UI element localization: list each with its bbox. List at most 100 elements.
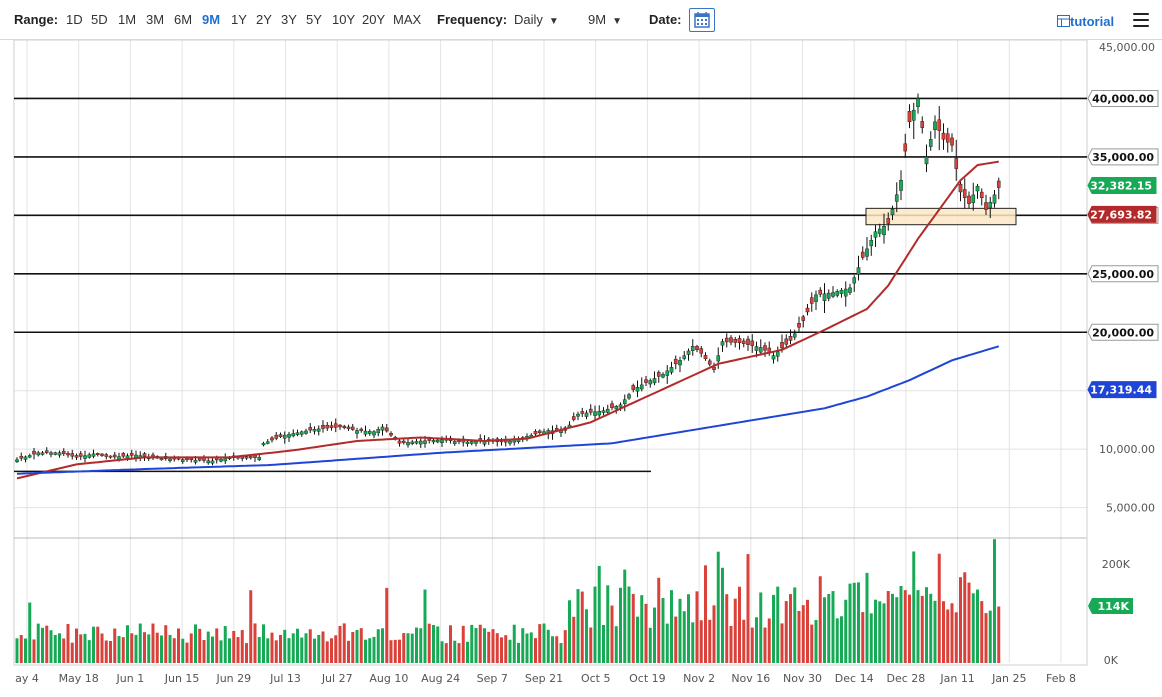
candle-body — [291, 433, 296, 437]
candle-body — [822, 293, 827, 301]
period-dropdown[interactable]: 9M ▼ — [588, 11, 622, 31]
candle-body — [950, 137, 954, 146]
volume-bar — [283, 629, 287, 663]
volume-bar — [32, 639, 36, 663]
volume-bar — [228, 638, 231, 663]
candle-body — [70, 453, 75, 457]
volume-bar — [470, 624, 474, 663]
candle-body — [869, 240, 874, 247]
volume-bar — [376, 629, 380, 663]
range-2y[interactable]: 2Y — [256, 12, 272, 27]
volume-bar — [627, 586, 631, 663]
tutorial-link[interactable]: tutorial — [1057, 14, 1114, 29]
period-value: 9M — [588, 12, 607, 27]
volume-bar — [45, 625, 49, 663]
candle-body — [57, 452, 62, 456]
chevron-down-icon: ▼ — [612, 16, 622, 27]
volume-bar — [495, 633, 499, 663]
volume-bar — [899, 586, 903, 663]
candle-body — [329, 425, 334, 428]
candle-body — [614, 406, 619, 410]
candle-body — [350, 426, 355, 430]
range-9m[interactable]: 9M — [202, 12, 221, 27]
candle-body — [359, 428, 364, 431]
candle-body — [15, 459, 19, 462]
range-1y[interactable]: 1Y — [231, 12, 247, 27]
volume-bar — [279, 634, 282, 663]
candle-body — [894, 194, 899, 202]
volume-bar — [959, 577, 962, 663]
candle-body — [975, 185, 980, 192]
volume-bar — [699, 620, 703, 663]
candle-body — [848, 287, 852, 293]
range-3y[interactable]: 3Y — [281, 12, 297, 27]
candle-body — [775, 351, 780, 357]
volume-bar — [198, 628, 202, 663]
candle-body — [100, 453, 104, 456]
candle-body — [210, 460, 215, 464]
volume-bar — [704, 565, 707, 663]
candle-body — [533, 431, 538, 435]
volume-bar — [759, 592, 763, 663]
volume-bar — [721, 567, 724, 663]
volume-bar — [869, 613, 873, 663]
candle-body — [185, 458, 189, 460]
last-price-tag-bg — [1087, 177, 1157, 195]
candle-body — [750, 340, 755, 346]
candle-body — [797, 323, 801, 328]
candle-body — [295, 432, 300, 435]
candle-body — [907, 111, 912, 123]
volume-bar — [389, 640, 393, 663]
candle-body — [363, 430, 368, 435]
candle-body — [23, 456, 28, 460]
volume-bar — [172, 638, 176, 663]
hamburger-menu-icon[interactable] — [1133, 13, 1149, 27]
volume-bar — [287, 638, 291, 663]
range-label: Range: — [14, 12, 59, 27]
volume-bar — [393, 639, 397, 663]
volume-bar — [274, 640, 278, 663]
candle-body — [886, 218, 891, 224]
volume-bar — [364, 639, 367, 663]
volume-bar — [126, 625, 129, 663]
price-chart[interactable]: ay 4 May 18 Jun 1 Jun 15 Jun 29 Jul 13 Jul 27 A… — [0, 40, 1162, 697]
candle-body — [737, 338, 742, 343]
range-1d[interactable]: 1D — [66, 12, 83, 27]
calendar-button[interactable] — [689, 8, 715, 32]
x-tick-label: Dec 28 — [887, 672, 926, 685]
last-volume-tag: 114K — [1098, 600, 1130, 613]
candle-body — [197, 458, 202, 461]
range-10y[interactable]: 10Y — [332, 12, 356, 27]
candle-body — [278, 434, 283, 437]
volume-bar — [942, 601, 945, 663]
range-6m[interactable]: 6M — [174, 12, 193, 27]
range-1m[interactable]: 1M — [118, 12, 137, 27]
candle-body — [741, 340, 746, 344]
volume-bar — [402, 633, 406, 663]
range-3m[interactable]: 3M — [146, 12, 165, 27]
candle-body — [746, 338, 750, 345]
volume-bar — [929, 593, 933, 663]
volume-bar — [857, 582, 860, 663]
candle-body — [435, 439, 440, 443]
candle-body — [244, 456, 249, 459]
plot-frame — [13, 40, 1088, 666]
candle-body — [414, 441, 419, 444]
candle-body — [49, 452, 53, 455]
candle-body — [665, 370, 670, 376]
volume-bar — [325, 641, 329, 663]
candle-body — [427, 438, 432, 441]
range-5d[interactable]: 5D — [91, 12, 108, 27]
x-tick-label: Oct 5 — [581, 672, 611, 685]
volume-bar — [406, 633, 410, 663]
volume-bar — [164, 625, 168, 663]
grid — [13, 40, 1088, 666]
range-max[interactable]: MAX — [393, 12, 422, 27]
range-5y[interactable]: 5Y — [306, 12, 322, 27]
candle-body — [920, 121, 925, 128]
volume-bar — [147, 634, 151, 663]
volume-bar — [755, 617, 758, 663]
candle-body — [627, 394, 631, 399]
range-20y[interactable]: 20Y — [362, 12, 386, 27]
frequency-dropdown[interactable]: Daily ▼ — [514, 11, 559, 31]
